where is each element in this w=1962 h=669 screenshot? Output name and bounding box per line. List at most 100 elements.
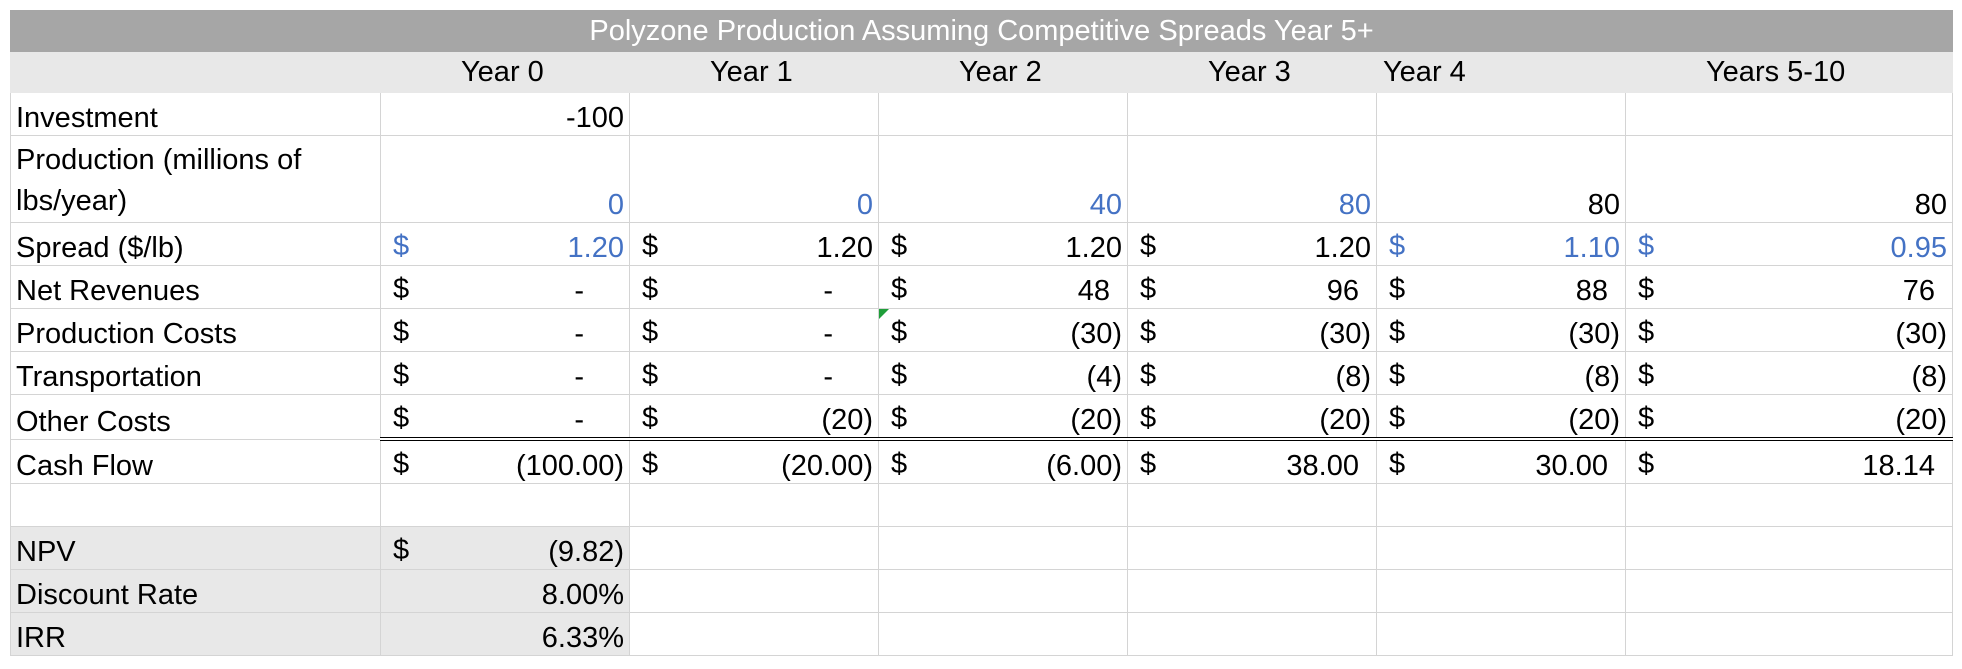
- empty-cell[interactable]: [878, 483, 1128, 527]
- empty-cell[interactable]: [1625, 483, 1953, 527]
- row-label[interactable]: Investment: [10, 92, 381, 136]
- empty-cell[interactable]: [1127, 569, 1377, 613]
- cell-transportation[interactable]: $ (8): [1625, 351, 1953, 395]
- cell-net-revenues[interactable]: $ -: [629, 265, 879, 309]
- year-header[interactable]: Year 3: [1127, 51, 1377, 93]
- row-label[interactable]: Discount Rate: [10, 569, 381, 613]
- cell-production-costs[interactable]: $ -: [380, 308, 630, 352]
- cell-investment[interactable]: [1376, 92, 1626, 136]
- cell-production[interactable]: 0: [629, 135, 879, 223]
- cell-production[interactable]: 80: [1376, 135, 1626, 223]
- cell-value: -: [823, 361, 833, 393]
- cell-production-costs[interactable]: $ (30): [1127, 308, 1377, 352]
- cell-transportation[interactable]: $ (8): [1127, 351, 1377, 395]
- year-header[interactable]: Year 2: [878, 51, 1128, 93]
- cell-other-costs[interactable]: $ (20): [1625, 394, 1953, 441]
- cell-investment[interactable]: [878, 92, 1128, 136]
- empty-cell[interactable]: [629, 569, 879, 613]
- empty-cell[interactable]: [1376, 483, 1626, 527]
- cell-other-costs[interactable]: $ (20): [629, 394, 879, 441]
- table-row-discount-rate: Discount Rate 8.00%: [10, 569, 1953, 613]
- cell-cash-flow[interactable]: $30.00: [1376, 438, 1626, 484]
- cell-production-costs[interactable]: $ (30): [878, 308, 1128, 352]
- year-header[interactable]: Year 1: [629, 51, 879, 93]
- cell-net-revenues[interactable]: $88: [1376, 265, 1626, 309]
- cell-production-costs[interactable]: $ (30): [1625, 308, 1953, 352]
- currency-symbol: $: [642, 273, 659, 305]
- comment-indicator[interactable]: [879, 309, 889, 319]
- empty-cell[interactable]: [1376, 569, 1626, 613]
- cell-spread[interactable]: $0.95: [1625, 222, 1953, 266]
- cell-production-costs[interactable]: $ (30): [1376, 308, 1626, 352]
- empty-cell[interactable]: [1127, 612, 1377, 656]
- row-label[interactable]: Production Costs: [10, 308, 381, 352]
- empty-cell[interactable]: [1127, 526, 1377, 570]
- empty-cell[interactable]: [1376, 526, 1626, 570]
- cell-net-revenues[interactable]: $48: [878, 265, 1128, 309]
- cell-production[interactable]: 80: [1127, 135, 1377, 223]
- row-label[interactable]: Other Costs: [10, 394, 381, 440]
- cell-spread[interactable]: $1.20: [380, 222, 630, 266]
- empty-cell[interactable]: [380, 483, 630, 527]
- cell-irr[interactable]: 6.33%: [380, 612, 630, 656]
- cell-cash-flow[interactable]: $38.00: [1127, 438, 1377, 484]
- currency-symbol: $: [1638, 448, 1655, 480]
- cell-investment[interactable]: [1127, 92, 1377, 136]
- empty-cell[interactable]: [878, 569, 1128, 613]
- row-label[interactable]: Net Revenues: [10, 265, 381, 309]
- cell-spread[interactable]: $1.20: [629, 222, 879, 266]
- cell-net-revenues[interactable]: $76: [1625, 265, 1953, 309]
- row-label[interactable]: NPV: [10, 526, 381, 570]
- cell-cash-flow[interactable]: $ (100.00): [380, 438, 630, 484]
- year-header-row: Year 0 Year 1 Year 2 Year 3 Year 4 Years…: [10, 51, 1953, 93]
- cell-production[interactable]: 80: [1625, 135, 1953, 223]
- cell-investment[interactable]: [629, 92, 879, 136]
- cell-transportation[interactable]: $ -: [629, 351, 879, 395]
- cell-other-costs[interactable]: $ (20): [878, 394, 1128, 441]
- cell-value: (20): [1568, 404, 1620, 436]
- row-label[interactable]: Production (millions of lbs/year): [10, 135, 381, 223]
- empty-cell[interactable]: [1376, 612, 1626, 656]
- cell-other-costs[interactable]: $ (20): [1127, 394, 1377, 441]
- table-row-irr: IRR 6.33%: [10, 612, 1953, 656]
- empty-cell[interactable]: [10, 483, 381, 527]
- row-label[interactable]: IRR: [10, 612, 381, 656]
- empty-cell[interactable]: [629, 526, 879, 570]
- cell-net-revenues[interactable]: $ -: [380, 265, 630, 309]
- empty-cell[interactable]: [1625, 612, 1953, 656]
- cell-transportation[interactable]: $ (8): [1376, 351, 1626, 395]
- cell-investment[interactable]: -100: [380, 92, 630, 136]
- cell-other-costs[interactable]: $ -: [380, 394, 630, 441]
- empty-cell[interactable]: [878, 526, 1128, 570]
- cell-cash-flow[interactable]: $18.14: [1625, 438, 1953, 484]
- year-header[interactable]: Year 0: [380, 51, 630, 93]
- empty-cell[interactable]: [1625, 569, 1953, 613]
- empty-cell[interactable]: [629, 612, 879, 656]
- cell-spread[interactable]: $1.20: [1127, 222, 1377, 266]
- row-label[interactable]: Transportation: [10, 351, 381, 395]
- cell-other-costs[interactable]: $ (20): [1376, 394, 1626, 441]
- cell-discount-rate[interactable]: 8.00%: [380, 569, 630, 613]
- cell-npv[interactable]: $ (9.82): [380, 526, 630, 570]
- cell-cash-flow[interactable]: $ (6.00): [878, 438, 1128, 484]
- cell-spread[interactable]: $1.10: [1376, 222, 1626, 266]
- year-header[interactable]: Years 5-10: [1625, 51, 1953, 93]
- cell-transportation[interactable]: $ -: [380, 351, 630, 395]
- empty-cell[interactable]: [1127, 483, 1377, 527]
- row-label[interactable]: Spread ($/lb): [10, 222, 381, 266]
- empty-cell[interactable]: [1625, 526, 1953, 570]
- cell-investment[interactable]: [1625, 92, 1953, 136]
- row-label[interactable]: Cash Flow: [10, 438, 381, 484]
- cell-production[interactable]: 40: [878, 135, 1128, 223]
- cell-net-revenues[interactable]: $96: [1127, 265, 1377, 309]
- cell-transportation[interactable]: $ (4): [878, 351, 1128, 395]
- empty-cell[interactable]: [629, 483, 879, 527]
- cell-production-costs[interactable]: $ -: [629, 308, 879, 352]
- cell-spread[interactable]: $1.20: [878, 222, 1128, 266]
- cell-cash-flow[interactable]: $ (20.00): [629, 438, 879, 484]
- table-row-production-costs: Production Costs $ - $ - $ (30) $ (30) $ (30)…: [10, 308, 1953, 352]
- empty-cell[interactable]: [878, 612, 1128, 656]
- cell-production[interactable]: 0: [380, 135, 630, 223]
- year-header[interactable]: Year 4: [1376, 51, 1626, 93]
- currency-symbol: $: [1638, 230, 1655, 262]
